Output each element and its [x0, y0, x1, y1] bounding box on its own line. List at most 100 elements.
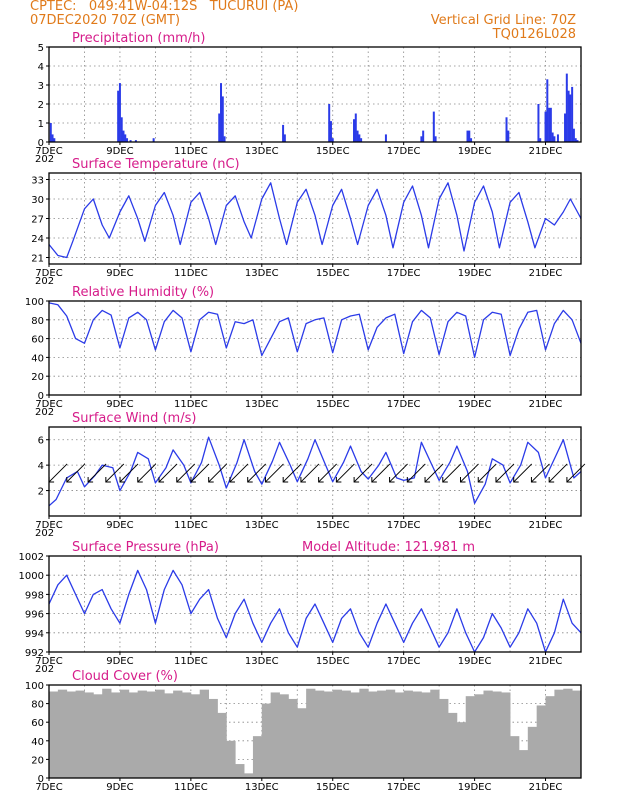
- precip-bar: [564, 113, 567, 142]
- wind-arrow-shaft: [105, 463, 125, 483]
- y-tick-label: 21: [31, 254, 44, 265]
- header-station: CPTEC: 049:41W-04:12S TUCURUI (PA): [30, 0, 299, 14]
- cloud-bar: [66, 691, 76, 778]
- series-line: [48, 436, 582, 507]
- precip-bar: [576, 140, 579, 142]
- header-model-code: TQ0126L028: [492, 27, 576, 42]
- precip-bar: [548, 107, 551, 142]
- chart-panel-3: 0 20 40 60 80 100 7DEC 9DEC 11DEC 13DEC 15DEC 17DEC…: [25, 285, 582, 418]
- wind-arrow-shaft: [531, 463, 550, 483]
- wind-arrow-shaft: [318, 463, 337, 483]
- y-tick-label: 80: [31, 316, 44, 327]
- precip-bar: [283, 134, 286, 142]
- wind-arrow: [176, 463, 196, 483]
- y-tick-label: 20: [31, 755, 44, 766]
- plot-area: [49, 301, 581, 395]
- x-tick-label: 11DEC: [174, 520, 208, 531]
- cloud-bar: [49, 691, 59, 778]
- wind-arrow-head: [282, 476, 289, 483]
- wind-arrow: [548, 463, 568, 483]
- wind-arrow-head: [353, 476, 360, 483]
- precip-bar: [567, 90, 570, 142]
- precip-bar: [353, 119, 356, 142]
- year-stub-label: 202: [35, 154, 54, 165]
- wind-arrow-head: [566, 476, 572, 483]
- wind-arrow-head: [264, 476, 271, 483]
- cloud-bar: [563, 688, 573, 778]
- x-tick-label: 19DEC: [458, 520, 492, 531]
- precip-bar: [126, 138, 129, 142]
- series-line: [48, 569, 582, 653]
- cloud-bar: [208, 698, 218, 778]
- wind-arrow: [282, 463, 302, 483]
- x-tick-label: 15DEC: [316, 520, 350, 531]
- cloud-bar: [359, 688, 369, 778]
- cloud-bar: [430, 689, 440, 778]
- x-tick-label: 9DEC: [106, 782, 133, 793]
- wind-arrow: [442, 463, 462, 483]
- cloud-bar: [341, 690, 351, 778]
- wind-arrow-head: [389, 476, 395, 483]
- precip-bar: [565, 73, 568, 142]
- wind-arrow-shaft: [87, 463, 107, 483]
- cloud-bar: [377, 690, 387, 778]
- precip-bar: [220, 83, 223, 142]
- precip-bar: [331, 138, 334, 142]
- precip-bar: [539, 138, 542, 142]
- wind-arrow-shaft: [513, 463, 533, 483]
- wind-arrow: [208, 463, 228, 483]
- x-tick-label: 7DEC: [35, 268, 62, 279]
- y-tick-label: 992: [25, 648, 44, 659]
- precip-bar: [124, 134, 127, 142]
- y-tick-label: 30: [31, 195, 44, 206]
- cloud-bar: [173, 690, 183, 778]
- wind-arrow: [66, 463, 86, 483]
- wind-arrow-shaft: [371, 463, 391, 483]
- x-tick-label: 7DEC: [35, 782, 62, 793]
- wind-arrow: [137, 463, 157, 483]
- y-tick-label: 4: [38, 62, 44, 73]
- cloud-bar: [102, 688, 112, 778]
- precip-bar: [422, 130, 425, 142]
- cloud-bar: [554, 689, 564, 778]
- cloud-bar: [545, 696, 555, 778]
- precip-bar: [53, 138, 56, 142]
- cloud-bar: [456, 722, 467, 778]
- precip-bar: [551, 132, 554, 142]
- x-tick-label: 7DEC: [35, 146, 62, 157]
- wind-arrow-head: [208, 476, 214, 483]
- precip-bar: [328, 104, 331, 142]
- precip-bar: [223, 136, 226, 142]
- y-tick-label: 2: [38, 487, 44, 498]
- wind-arrow-head: [530, 476, 537, 483]
- wind-arrow-shaft: [119, 463, 139, 483]
- x-tick-label: 7DEC: [35, 656, 62, 667]
- cloud-bar: [518, 750, 529, 778]
- cloud-bar: [439, 698, 449, 778]
- precip-bar: [544, 111, 547, 142]
- wind-arrow-head: [318, 476, 324, 483]
- precip-bar: [118, 83, 121, 142]
- y-tick-label: 60: [31, 335, 44, 346]
- precip-bar: [507, 130, 510, 142]
- wind-arrow-head: [548, 476, 555, 483]
- cloud-bar: [412, 691, 422, 778]
- y-tick-label: 40: [31, 353, 44, 364]
- wind-arrow: [460, 463, 479, 483]
- header-date: 07DEC2020 70Z (GMT): [30, 13, 181, 28]
- y-tick-label: 2: [38, 100, 44, 111]
- precip-bar: [468, 130, 471, 142]
- x-tick-label: 11DEC: [174, 399, 208, 410]
- precip-bar: [120, 117, 123, 142]
- y-tick-label: 27: [31, 215, 44, 226]
- wind-arrow-shaft: [300, 463, 320, 483]
- x-tick-label: 9DEC: [106, 146, 133, 157]
- precip-bar: [546, 79, 549, 142]
- x-tick-label: 15DEC: [316, 399, 350, 410]
- year-stub-label: 202: [35, 664, 54, 675]
- plot-frame: [48, 300, 582, 396]
- wind-arrow-head: [406, 476, 413, 483]
- wind-arrow: [247, 463, 267, 483]
- header-grid-line: Vertical Grid Line: 70Z: [430, 13, 576, 28]
- x-tick-label: 7DEC: [35, 520, 62, 531]
